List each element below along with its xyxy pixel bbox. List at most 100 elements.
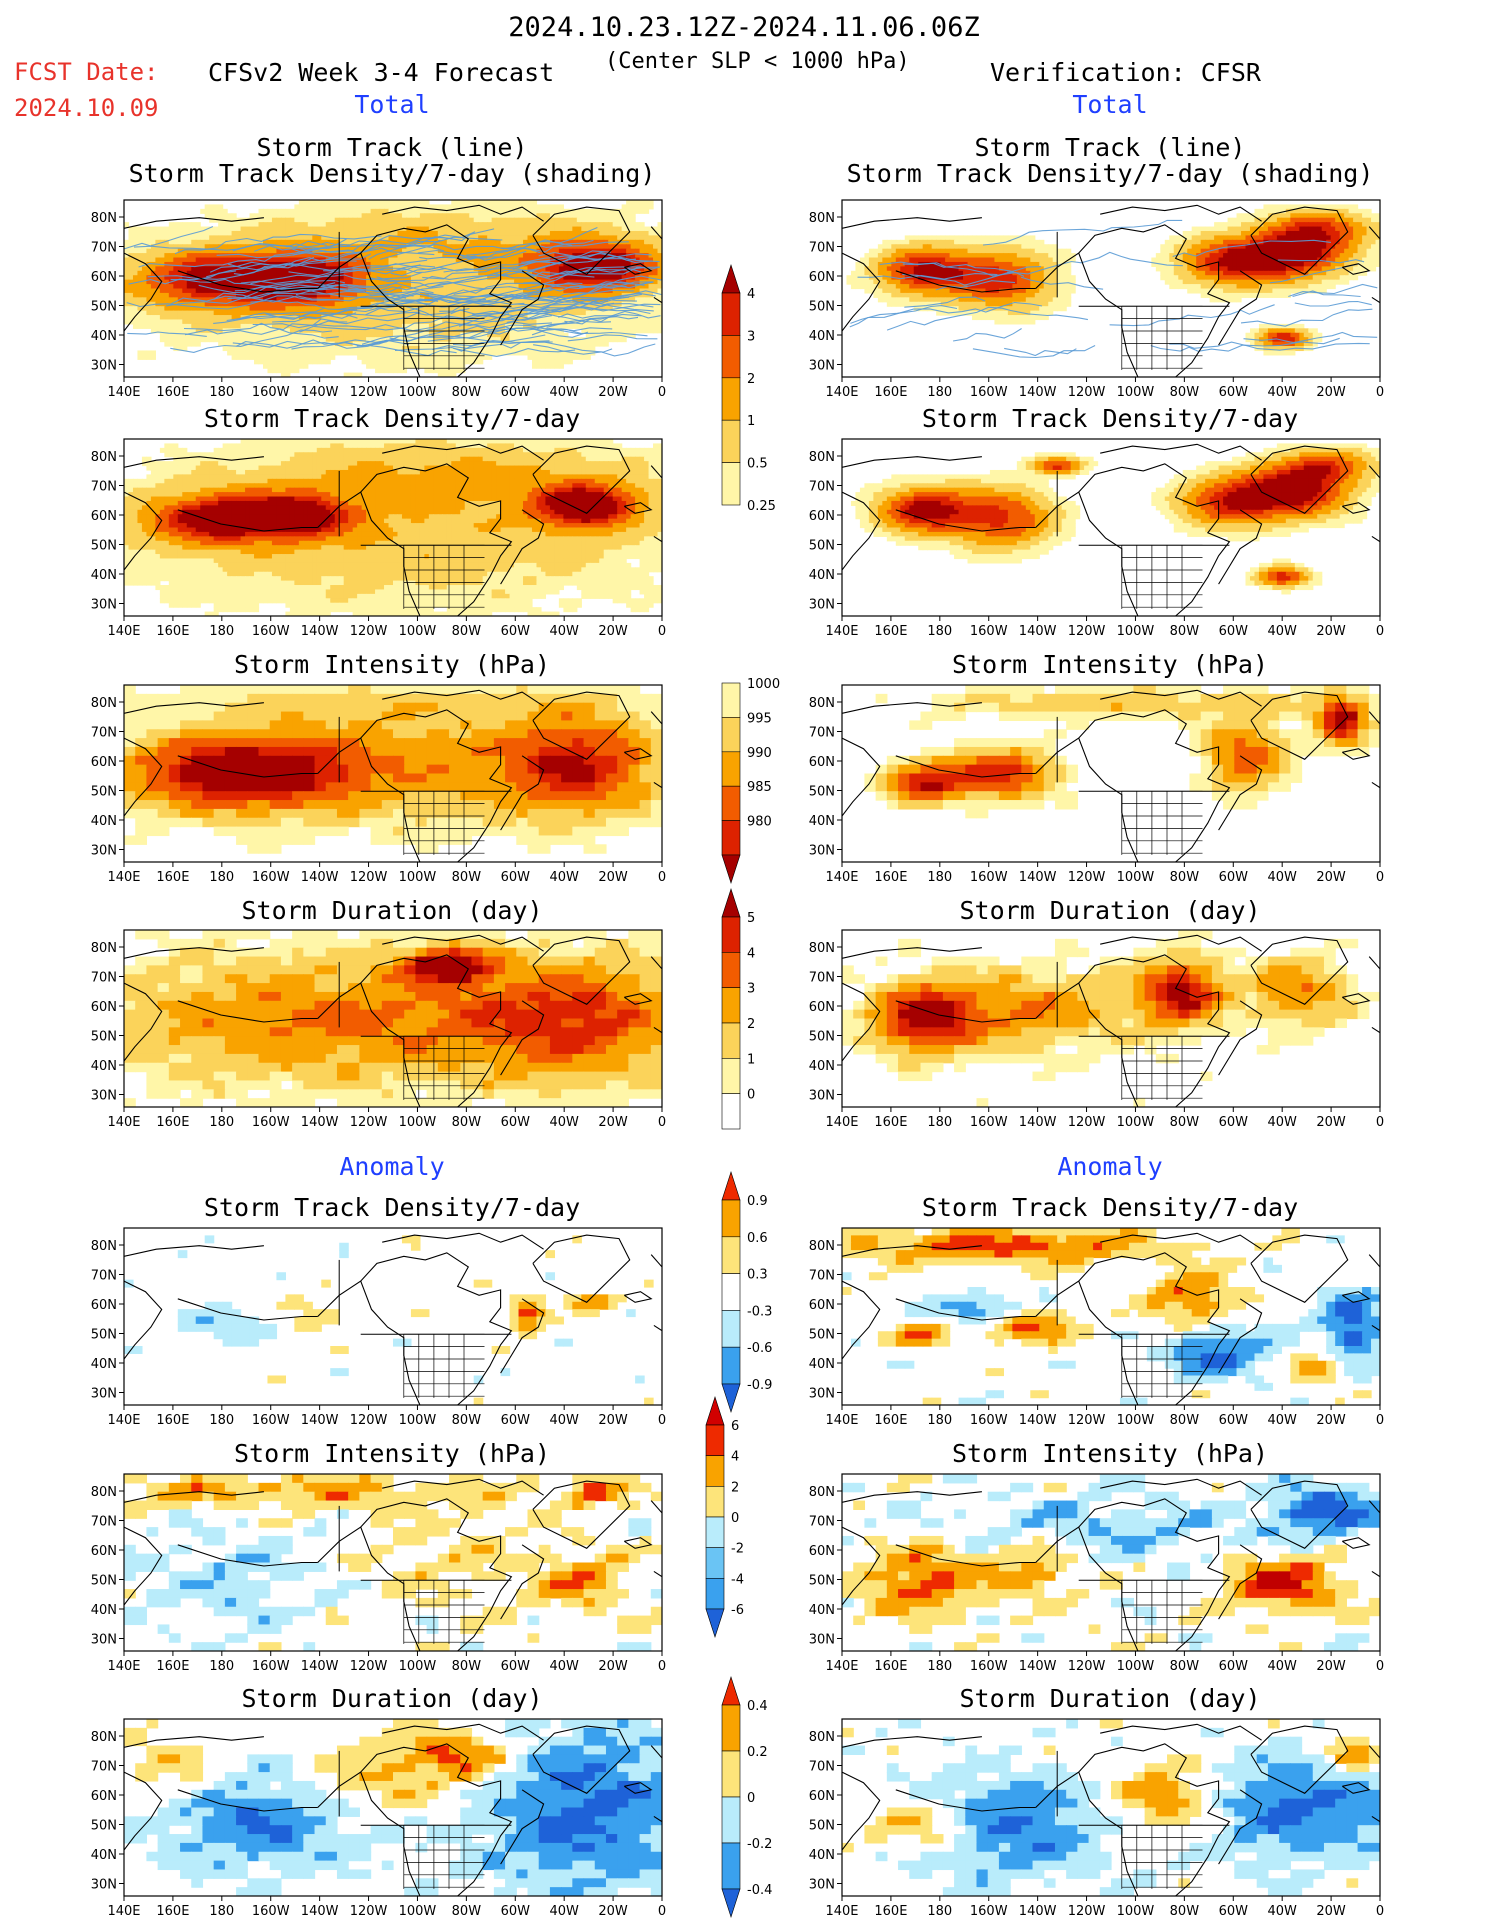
- lat-tick-label: 40N: [91, 1848, 117, 1863]
- lon-tick-label: 100W: [399, 624, 437, 639]
- lon-tick-label: 20W: [1316, 385, 1346, 400]
- field-cells: [842, 204, 1380, 377]
- colorbar-tick-label: 1: [747, 1052, 755, 1067]
- panel-title-right-6: Storm Intensity (hPa): [951, 1439, 1269, 1468]
- colorbar-tick-label: 990: [747, 746, 772, 761]
- lon-tick-label: 140W: [301, 624, 339, 639]
- lon-tick-label: 20W: [598, 1659, 628, 1674]
- lat-tick-label: 40N: [91, 568, 117, 583]
- lon-tick-label: 160E: [874, 870, 907, 885]
- lon-tick-label: 80W: [1170, 1413, 1200, 1428]
- lon-tick-label: 0: [1376, 1115, 1384, 1130]
- lon-tick-label: 140E: [107, 870, 140, 885]
- map-panel-right-4: 80N 70N 60N 50N 40N 30N 140E 160E 180 160W 140W 120…: [809, 929, 1384, 1130]
- lat-tick-label: 70N: [91, 1269, 117, 1284]
- lon-tick-label: 140E: [825, 1904, 858, 1919]
- lat-tick-label: 50N: [91, 1819, 117, 1834]
- lon-tick-label: 80W: [452, 870, 482, 885]
- lon-tick-label: 0: [658, 1115, 666, 1130]
- lon-tick-label: 140E: [825, 1413, 858, 1428]
- lon-tick-label: 140E: [825, 1659, 858, 1674]
- lon-tick-label: 140E: [107, 385, 140, 400]
- lat-tick-label: 70N: [809, 971, 835, 986]
- lon-tick-label: 100W: [1117, 1659, 1155, 1674]
- lat-tick-label: 30N: [91, 598, 117, 613]
- lon-tick-label: 80W: [452, 385, 482, 400]
- lat-tick-label: 70N: [91, 971, 117, 986]
- map-panel-left-6: 80N 70N 60N 50N 40N 30N 140E 160E 180 160W 140W 120…: [91, 1473, 666, 1674]
- lat-tick-label: 30N: [809, 1633, 835, 1648]
- lon-tick-label: 140W: [1019, 624, 1057, 639]
- lat-tick-label: 40N: [809, 1059, 835, 1074]
- lon-tick-label: 140W: [301, 385, 339, 400]
- lon-tick-label: 80W: [452, 1904, 482, 1919]
- lon-tick-label: 120W: [1068, 385, 1106, 400]
- colorbar-tick-label: 980: [747, 815, 772, 830]
- lon-tick-label: 60W: [501, 1413, 531, 1428]
- colorbar-duration-total: 5 4 3 2 1 0: [721, 888, 755, 1130]
- colorbar-tick-label: -4: [731, 1572, 744, 1587]
- lat-tick-label: 50N: [91, 785, 117, 800]
- lat-tick-label: 60N: [809, 1789, 835, 1804]
- lon-tick-label: 140E: [107, 1659, 140, 1674]
- lon-tick-label: 180: [209, 1115, 234, 1130]
- lon-tick-label: 180: [209, 385, 234, 400]
- lon-tick-label: 140E: [825, 870, 858, 885]
- lon-tick-label: 140E: [107, 1413, 140, 1428]
- map-panel-left-5: 80N 70N 60N 50N 40N 30N 140E 160E 180 160W 140W 120…: [91, 1227, 666, 1428]
- lon-tick-label: 0: [658, 1659, 666, 1674]
- lat-tick-label: 80N: [809, 211, 835, 226]
- lon-tick-label: 40W: [1267, 1904, 1297, 1919]
- lon-tick-label: 40W: [1267, 1413, 1297, 1428]
- lat-tick-label: 30N: [809, 844, 835, 859]
- colorbar-tick-label: 0.6: [747, 1231, 768, 1246]
- lat-tick-label: 40N: [809, 329, 835, 344]
- colorbar-tick-label: 2: [731, 1480, 739, 1495]
- colorbar-tick-label: 985: [747, 780, 772, 795]
- field-cells: [842, 1228, 1380, 1405]
- lat-tick-label: 70N: [91, 726, 117, 741]
- colorbar-tick-label: 5: [747, 911, 755, 926]
- lon-tick-label: 20W: [598, 1904, 628, 1919]
- map-panel-right-7: 80N 70N 60N 50N 40N 30N 140E 160E 180 160W 140W 120…: [809, 1718, 1384, 1919]
- lon-tick-label: 100W: [1117, 1904, 1155, 1919]
- lat-tick-label: 50N: [91, 1030, 117, 1045]
- colorbar-tick-label: 4: [731, 1450, 739, 1465]
- field-cells: [842, 443, 1380, 616]
- lat-tick-label: 40N: [91, 1603, 117, 1618]
- lon-tick-label: 180: [927, 1115, 952, 1130]
- colorbar-tick-label: 0.9: [747, 1194, 768, 1209]
- panel-title-right-1b: Storm Track Density/7-day (shading): [846, 159, 1374, 188]
- lon-tick-label: 60W: [501, 870, 531, 885]
- lat-tick-label: 80N: [809, 450, 835, 465]
- colorbar-tick-label: -6: [731, 1603, 744, 1618]
- lat-tick-label: 50N: [809, 1328, 835, 1343]
- lon-tick-label: 100W: [1117, 1413, 1155, 1428]
- panel-title-right-4: Storm Duration (day): [959, 896, 1261, 925]
- lon-tick-label: 60W: [501, 624, 531, 639]
- lon-tick-label: 20W: [1316, 1904, 1346, 1919]
- lon-tick-label: 0: [1376, 1659, 1384, 1674]
- lon-tick-label: 100W: [1117, 624, 1155, 639]
- lon-tick-label: 60W: [501, 1659, 531, 1674]
- lon-tick-label: 100W: [399, 1659, 437, 1674]
- lon-tick-label: 140W: [1019, 1115, 1057, 1130]
- lon-tick-label: 160E: [874, 1115, 907, 1130]
- lon-tick-label: 140W: [301, 1659, 339, 1674]
- lon-tick-label: 100W: [399, 1413, 437, 1428]
- lat-tick-label: 60N: [91, 1544, 117, 1559]
- lon-tick-label: 140W: [301, 870, 339, 885]
- lat-tick-label: 50N: [91, 1328, 117, 1343]
- colorbar-duration-anom: 0.4 0.2 0 -0.2 -0.4: [721, 1676, 772, 1918]
- section-anomaly-left: Anomaly: [339, 1152, 445, 1181]
- lon-tick-label: 160E: [874, 624, 907, 639]
- colorbar-tick-label: 0.2: [747, 1745, 768, 1760]
- lon-tick-label: 80W: [1170, 624, 1200, 639]
- lon-tick-label: 80W: [1170, 1904, 1200, 1919]
- colorbar-density-total: 4 3 2 1 0.5 0.25: [721, 264, 776, 514]
- map-panel-left-3: 80N 70N 60N 50N 40N 30N 140E 160E 180 160W 140W 120…: [91, 684, 666, 885]
- lon-tick-label: 140E: [825, 624, 858, 639]
- lon-tick-label: 180: [927, 385, 952, 400]
- lon-tick-label: 40W: [1267, 870, 1297, 885]
- lat-tick-label: 30N: [91, 1387, 117, 1402]
